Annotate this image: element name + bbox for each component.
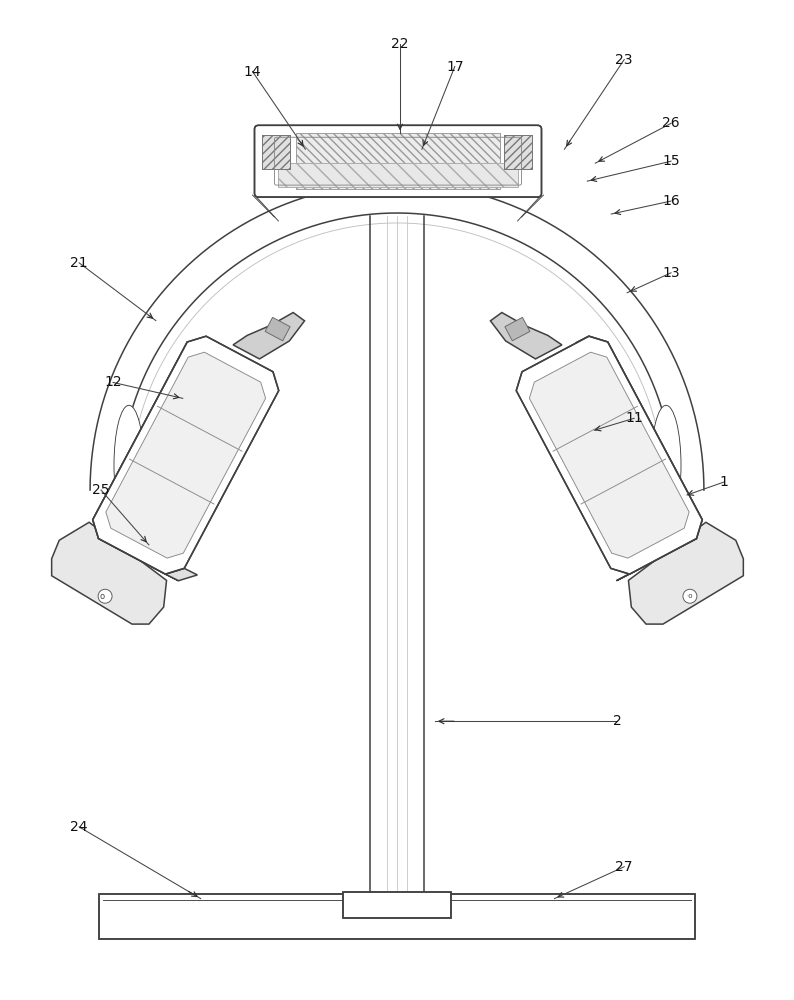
Text: 15: 15 xyxy=(662,154,680,168)
Circle shape xyxy=(98,589,112,603)
Text: o: o xyxy=(99,592,105,601)
Text: 14: 14 xyxy=(244,65,261,79)
Circle shape xyxy=(683,589,697,603)
Polygon shape xyxy=(93,342,200,581)
Text: ·o: ·o xyxy=(687,593,693,599)
Bar xyxy=(99,894,695,939)
Polygon shape xyxy=(616,539,696,581)
Bar xyxy=(503,135,531,169)
Text: 26: 26 xyxy=(662,116,680,130)
Text: 12: 12 xyxy=(104,375,121,389)
FancyBboxPatch shape xyxy=(255,125,542,197)
Bar xyxy=(99,894,695,939)
Polygon shape xyxy=(530,352,689,558)
Bar xyxy=(101,896,693,937)
Polygon shape xyxy=(628,522,743,624)
Polygon shape xyxy=(106,352,266,558)
Bar xyxy=(344,893,450,917)
Text: 13: 13 xyxy=(662,266,680,280)
Polygon shape xyxy=(233,313,305,359)
Text: 2: 2 xyxy=(613,714,622,728)
Polygon shape xyxy=(93,336,279,574)
Polygon shape xyxy=(505,317,530,341)
Text: 25: 25 xyxy=(92,483,110,497)
Bar xyxy=(296,133,499,189)
Text: 22: 22 xyxy=(391,37,409,51)
Text: 17: 17 xyxy=(446,60,464,74)
Text: 27: 27 xyxy=(615,860,633,874)
Text: 1: 1 xyxy=(719,475,728,489)
Bar xyxy=(503,135,531,169)
Bar xyxy=(263,135,291,169)
Ellipse shape xyxy=(651,405,681,525)
Text: 21: 21 xyxy=(71,256,88,270)
Text: 23: 23 xyxy=(615,53,633,67)
Text: 16: 16 xyxy=(662,194,680,208)
Polygon shape xyxy=(576,336,702,545)
Polygon shape xyxy=(265,317,290,341)
Text: 24: 24 xyxy=(71,820,88,834)
Bar xyxy=(343,892,451,918)
Text: 11: 11 xyxy=(626,411,643,425)
Bar xyxy=(263,135,291,169)
Polygon shape xyxy=(165,568,198,581)
Ellipse shape xyxy=(114,405,144,525)
Bar xyxy=(279,163,518,187)
Bar xyxy=(343,892,451,918)
Polygon shape xyxy=(516,336,702,574)
Bar xyxy=(296,133,499,189)
Polygon shape xyxy=(52,522,167,624)
Polygon shape xyxy=(491,313,562,359)
